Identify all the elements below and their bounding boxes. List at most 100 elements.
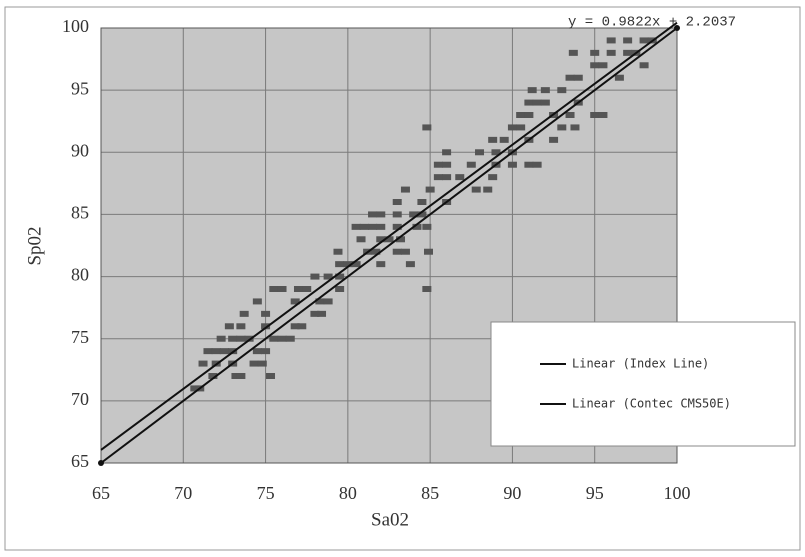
point xyxy=(573,74,583,81)
point xyxy=(285,335,295,342)
point xyxy=(557,87,567,94)
point xyxy=(208,373,218,379)
point xyxy=(392,248,402,255)
point xyxy=(400,248,410,255)
point xyxy=(335,286,345,292)
point xyxy=(422,223,432,230)
point xyxy=(549,136,559,143)
point xyxy=(422,286,432,292)
point xyxy=(639,37,649,44)
point xyxy=(442,174,452,181)
point xyxy=(614,74,624,81)
point xyxy=(590,112,600,118)
point xyxy=(252,348,262,355)
point xyxy=(532,161,542,168)
point xyxy=(293,286,303,292)
y-tick-label: 75 xyxy=(71,327,89,347)
point xyxy=(396,236,406,243)
x-tick-label: 85 xyxy=(421,483,439,503)
point xyxy=(409,211,419,218)
point xyxy=(491,149,501,156)
point xyxy=(565,112,575,118)
y-tick-label: 80 xyxy=(71,265,89,285)
point xyxy=(302,286,312,292)
point xyxy=(335,261,345,268)
point xyxy=(425,186,435,193)
point xyxy=(540,99,550,106)
point xyxy=(623,37,633,44)
point xyxy=(516,112,526,118)
point xyxy=(277,286,287,292)
annotation: y = 0.9822x + 2.2037 xyxy=(568,15,736,31)
point xyxy=(228,335,238,342)
point xyxy=(359,223,369,230)
y-tick-label: 85 xyxy=(71,203,89,223)
point xyxy=(412,223,422,230)
point xyxy=(405,261,415,268)
point xyxy=(524,112,534,118)
point xyxy=(376,223,386,230)
y-tick-label: 100 xyxy=(62,16,89,36)
point xyxy=(335,273,345,280)
point xyxy=(290,323,300,330)
point xyxy=(261,310,271,317)
point xyxy=(266,373,276,379)
point xyxy=(244,335,254,342)
plot-border xyxy=(100,27,678,464)
point xyxy=(198,360,208,367)
point xyxy=(568,49,578,56)
point xyxy=(527,87,537,94)
point xyxy=(639,62,649,69)
point xyxy=(333,248,343,255)
point xyxy=(532,99,542,106)
line-end xyxy=(674,25,680,31)
point xyxy=(442,149,452,156)
point xyxy=(368,223,378,230)
point xyxy=(623,49,633,56)
point xyxy=(417,199,427,205)
y-axis-title: Sp02 xyxy=(24,226,45,265)
point xyxy=(376,211,386,218)
point xyxy=(488,174,498,181)
point xyxy=(524,99,534,106)
line-end xyxy=(98,460,104,466)
point xyxy=(356,236,366,243)
point xyxy=(371,248,381,255)
point xyxy=(323,298,333,305)
point xyxy=(384,236,394,243)
point xyxy=(422,124,432,131)
x-tick-label: 100 xyxy=(664,483,691,503)
point xyxy=(236,373,246,379)
point xyxy=(317,310,327,317)
point xyxy=(257,360,267,367)
point xyxy=(290,298,300,305)
x-axis-title: Sa02 xyxy=(371,509,409,530)
point xyxy=(190,385,200,392)
point xyxy=(423,248,433,255)
point xyxy=(368,211,378,218)
point xyxy=(499,136,509,143)
point xyxy=(261,323,271,330)
point xyxy=(236,335,246,342)
point xyxy=(392,211,402,218)
point xyxy=(570,124,580,131)
point xyxy=(598,62,608,69)
x-tick-label: 65 xyxy=(92,483,110,503)
point xyxy=(310,273,320,280)
point xyxy=(231,373,241,379)
point xyxy=(269,335,279,342)
point xyxy=(277,335,287,342)
point xyxy=(540,87,550,94)
point xyxy=(433,161,443,168)
point xyxy=(524,161,534,168)
trend-line xyxy=(100,21,678,451)
point xyxy=(224,323,234,330)
point xyxy=(297,323,307,330)
point xyxy=(442,161,452,168)
point xyxy=(606,49,616,56)
point xyxy=(590,49,600,56)
point xyxy=(236,323,246,330)
x-tick-label: 70 xyxy=(174,483,192,503)
point xyxy=(565,74,575,81)
